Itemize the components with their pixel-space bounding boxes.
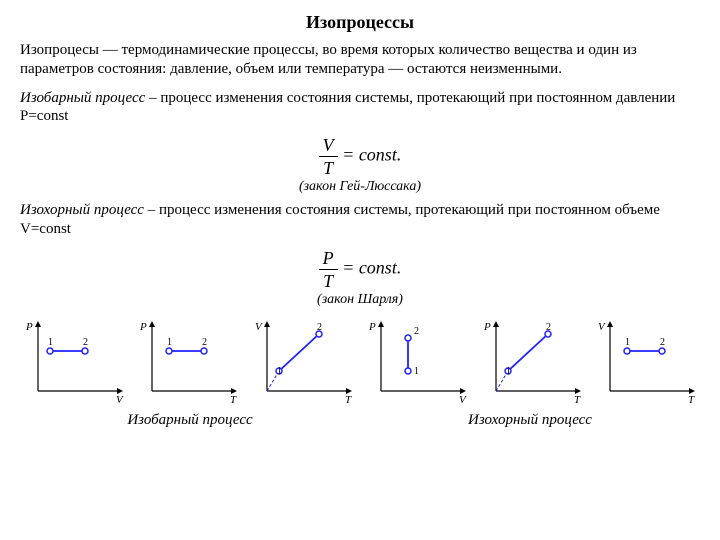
chart-1: P T 1 2 (134, 316, 242, 406)
svg-text:T: T (574, 394, 581, 406)
isochoric-term: Изохорный процесс (20, 202, 144, 218)
isochoric-den: T (319, 270, 338, 290)
svg-text:T: T (345, 394, 352, 406)
svg-text:2: 2 (202, 337, 207, 348)
svg-text:P: P (25, 321, 33, 333)
isobaric-den: T (319, 157, 338, 177)
svg-text:V: V (116, 394, 124, 406)
svg-text:2: 2 (83, 337, 88, 348)
svg-text:P: P (483, 321, 491, 333)
svg-text:2: 2 (660, 337, 665, 348)
caption-row: Изобарный процесс Изохорный процесс (20, 412, 700, 429)
svg-text:V: V (255, 321, 263, 333)
chart-4: P T 1 2 (478, 316, 586, 406)
svg-text:1: 1 (625, 337, 630, 348)
isochoric-eq: = const. (338, 257, 402, 277)
svg-text:1: 1 (277, 366, 282, 377)
isobaric-num: V (319, 136, 338, 157)
caption-isobaric: Изобарный процесс (20, 412, 360, 429)
svg-text:V: V (459, 394, 467, 406)
caption-isochoric: Изохорный процесс (360, 412, 700, 429)
svg-text:V: V (598, 321, 606, 333)
svg-text:1: 1 (48, 337, 53, 348)
isobaric-law: (закон Гей-Люссака) (20, 179, 700, 195)
svg-text:1: 1 (167, 337, 172, 348)
svg-text:1: 1 (414, 366, 419, 377)
isochoric-def: Изохорный процесс – процесс изменения со… (20, 201, 700, 239)
chart-5: V T 1 2 (592, 316, 700, 406)
svg-text:2: 2 (546, 322, 551, 333)
chart-0: P V 1 2 (20, 316, 128, 406)
isobaric-eq: = const. (338, 145, 402, 165)
isobaric-term: Изобарный процесс (20, 90, 145, 106)
svg-text:P: P (139, 321, 147, 333)
isochoric-num: P (319, 249, 338, 270)
isochoric-law: (закон Шарля) (20, 292, 700, 308)
isobaric-formula: V T = const. (20, 136, 700, 177)
svg-text:T: T (688, 394, 695, 406)
svg-text:2: 2 (414, 326, 419, 337)
chart-2: V T 1 2 (249, 316, 357, 406)
svg-text:1: 1 (506, 366, 511, 377)
page-title: Изопроцессы (20, 12, 700, 33)
isochoric-formula: P T = const. (20, 249, 700, 290)
svg-text:P: P (368, 321, 376, 333)
chart-3: P V 1 2 (363, 316, 471, 406)
charts-row: P V 1 2 P T 1 2 V T 1 2 (20, 316, 700, 406)
svg-text:T: T (230, 394, 237, 406)
isobaric-def: Изобарный процесс – процесс изменения со… (20, 89, 700, 127)
svg-text:2: 2 (317, 322, 322, 333)
intro-paragraph: Изопроцесы — термодинамические процессы,… (20, 41, 700, 79)
